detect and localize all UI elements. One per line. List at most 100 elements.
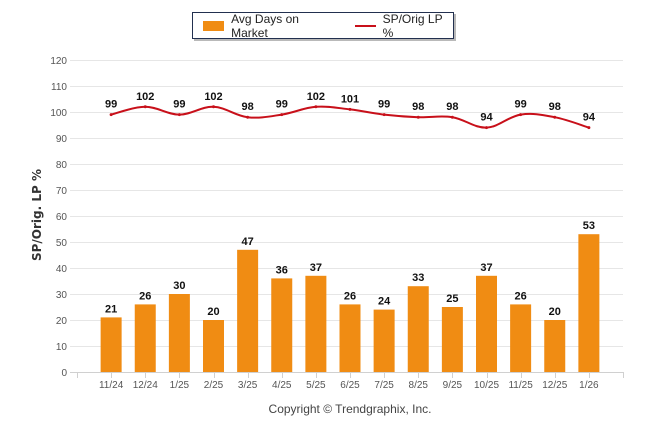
bar-value-label: 21 bbox=[105, 303, 117, 315]
line-point[interactable] bbox=[382, 113, 386, 117]
line-value-label: 99 bbox=[173, 99, 185, 111]
legend-line-swatch-icon bbox=[354, 24, 376, 27]
legend: Avg Days on Market SP/Orig LP % bbox=[192, 12, 454, 40]
bar-value-label: 36 bbox=[276, 264, 288, 276]
bar-value-label: 37 bbox=[310, 262, 322, 274]
x-tick-label: 1/25 bbox=[170, 380, 190, 391]
line-point[interactable] bbox=[485, 126, 488, 130]
line-value-label: 98 bbox=[412, 101, 424, 113]
bar-value-label: 33 bbox=[412, 272, 424, 284]
x-tick-label: 10/25 bbox=[474, 380, 499, 391]
line-value-label: 99 bbox=[105, 99, 117, 111]
bar[interactable] bbox=[476, 275, 497, 372]
bar[interactable] bbox=[407, 286, 429, 372]
line-value-label: 102 bbox=[307, 91, 325, 103]
x-tick-label: 3/25 bbox=[238, 380, 258, 391]
bar-value-label: 26 bbox=[515, 290, 527, 302]
x-tick-label: 6/25 bbox=[340, 380, 360, 391]
line-point[interactable] bbox=[553, 115, 557, 119]
x-tick-label: 1/26 bbox=[579, 380, 599, 391]
bar-value-label: 26 bbox=[139, 290, 151, 302]
bar-value-label: 24 bbox=[378, 296, 391, 308]
line-point[interactable] bbox=[246, 115, 250, 119]
x-tick-label: 8/25 bbox=[409, 380, 429, 391]
line-value-label: 94 bbox=[480, 112, 493, 124]
bar-value-label: 20 bbox=[549, 306, 561, 318]
bar[interactable] bbox=[544, 320, 566, 372]
bar[interactable] bbox=[168, 294, 190, 372]
bar-series bbox=[100, 234, 600, 372]
x-tick-label: 11/24 bbox=[99, 380, 124, 391]
x-tick-label: 2/25 bbox=[204, 380, 224, 391]
y-axis-label: SP/Orig. LP % bbox=[30, 169, 44, 261]
bar[interactable] bbox=[100, 317, 122, 372]
legend-item-line[interactable]: SP/Orig LP % bbox=[335, 12, 453, 40]
bar[interactable] bbox=[339, 304, 361, 372]
bar-value-label: 37 bbox=[480, 262, 492, 274]
y-tick-label: 90 bbox=[56, 134, 68, 145]
y-tick-label: 120 bbox=[50, 56, 67, 67]
x-tick-label: 5/25 bbox=[306, 380, 326, 391]
y-tick-label: 10 bbox=[56, 342, 68, 353]
line-value-label: 98 bbox=[549, 101, 561, 113]
x-tick-label: 11/25 bbox=[508, 380, 533, 391]
x-tick-label: 12/25 bbox=[542, 380, 567, 391]
line-point[interactable] bbox=[587, 126, 591, 130]
line-value-label: 99 bbox=[276, 99, 288, 111]
line-point[interactable] bbox=[348, 107, 352, 111]
bar[interactable] bbox=[271, 278, 293, 372]
legend-label: SP/Orig LP % bbox=[382, 11, 443, 40]
line-point[interactable] bbox=[143, 105, 147, 109]
y-tick-label: 100 bbox=[50, 108, 67, 119]
x-tick-label: 9/25 bbox=[443, 380, 463, 391]
data-labels: 21 26 30 20 47 36 37 26 24 33 25 37 26 20 53 99 102 99 102… bbox=[105, 91, 596, 318]
line-point[interactable] bbox=[280, 113, 284, 117]
bar[interactable] bbox=[134, 304, 156, 372]
y-tick-label: 60 bbox=[56, 212, 68, 223]
line-series bbox=[109, 105, 591, 130]
line-point[interactable] bbox=[109, 113, 113, 117]
line-value-label: 102 bbox=[136, 91, 154, 103]
line-point[interactable] bbox=[519, 113, 523, 117]
y-tick-label: 40 bbox=[56, 264, 68, 275]
line-point[interactable] bbox=[212, 105, 215, 109]
bar[interactable] bbox=[578, 234, 600, 372]
bar-value-label: 47 bbox=[242, 236, 254, 248]
x-tick-label: 7/25 bbox=[374, 380, 394, 391]
line-value-label: 99 bbox=[378, 99, 390, 111]
bar[interactable] bbox=[373, 309, 395, 372]
line-point[interactable] bbox=[416, 115, 420, 119]
y-tick-label: 30 bbox=[56, 290, 68, 301]
bar[interactable] bbox=[203, 320, 224, 372]
line-point[interactable] bbox=[314, 105, 318, 109]
y-tick-label: 0 bbox=[61, 368, 67, 379]
legend-label: Avg Days on Market bbox=[231, 11, 299, 40]
x-axis: 11/24 12/24 1/25 2/25 3/25 4/25 5/25 6/25 7/25 8/… bbox=[77, 372, 624, 391]
y-tick-label: 20 bbox=[56, 316, 68, 327]
bar[interactable] bbox=[441, 307, 463, 372]
line-value-label: 98 bbox=[446, 101, 458, 113]
bar-value-label: 30 bbox=[173, 280, 185, 292]
bar[interactable] bbox=[237, 249, 259, 372]
y-tick-label: 110 bbox=[51, 82, 67, 93]
bar-value-label: 25 bbox=[446, 293, 458, 305]
y-tick-label: 50 bbox=[56, 238, 68, 249]
line-point[interactable] bbox=[450, 115, 454, 119]
line-value-label: 94 bbox=[583, 112, 596, 124]
bar[interactable] bbox=[305, 275, 327, 372]
y-tick-label: 70 bbox=[56, 186, 68, 197]
bar-value-label: 53 bbox=[583, 220, 595, 232]
line-value-label: 98 bbox=[242, 101, 254, 113]
legend-item-bar[interactable]: Avg Days on Market bbox=[193, 12, 335, 40]
x-tick-label: 12/24 bbox=[133, 380, 158, 391]
y-tick-label: 80 bbox=[56, 160, 68, 171]
legend-bar-swatch-icon bbox=[203, 20, 225, 31]
line-value-label: 102 bbox=[204, 91, 222, 103]
x-tick-label: 4/25 bbox=[272, 380, 292, 391]
line-point[interactable] bbox=[177, 113, 181, 117]
line-value-label: 99 bbox=[515, 99, 527, 111]
bar-value-label: 26 bbox=[344, 290, 356, 302]
y-axis: 0 10 20 30 40 50 60 70 80 90 100 110 120 bbox=[50, 56, 67, 379]
bar[interactable] bbox=[510, 304, 532, 372]
